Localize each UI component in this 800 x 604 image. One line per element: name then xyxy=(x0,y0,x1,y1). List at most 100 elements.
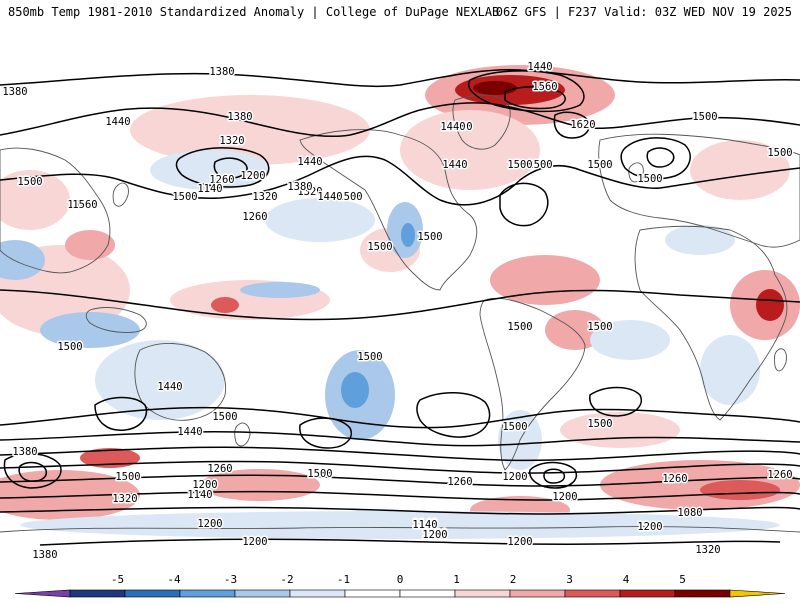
colorbar-legend: -5 -4 -3 -2 -1 0 1 2 3 4 5 xyxy=(0,565,800,600)
contour-label: 1500 xyxy=(307,468,332,480)
contour-pacific-cell xyxy=(416,392,491,438)
contour-north-1500 xyxy=(0,155,800,206)
contour-low-south-atlantic-inner xyxy=(543,468,566,484)
anomaly-cold-south-africa xyxy=(700,335,760,405)
contour-label: 1380 xyxy=(2,86,27,98)
contour-label: 1500 xyxy=(767,147,792,159)
contour-label: 1200 xyxy=(507,536,532,548)
contour-label: 1320 xyxy=(112,493,137,505)
coast-africa xyxy=(634,225,788,421)
anomaly-warm-southern-ocean-west xyxy=(0,470,140,520)
anomaly-warm-central-pacific-core xyxy=(211,297,239,313)
colorbar-swatch xyxy=(69,589,126,598)
contour-label: 1620 xyxy=(570,119,595,131)
contour-label: 1440 xyxy=(442,159,467,171)
coast-greenland xyxy=(452,94,511,150)
anomaly-warm-pacific-south xyxy=(200,469,320,501)
contour-label: 1260 xyxy=(242,211,267,223)
coast-antarctica xyxy=(0,526,800,533)
contour-label: 1560 xyxy=(72,199,97,211)
contour-label: 1200 xyxy=(422,529,447,541)
contour-label: 1140 xyxy=(197,183,222,195)
anomaly-warm-southern-ocean-east-core xyxy=(700,480,780,500)
coast-eurasia xyxy=(598,133,800,248)
contour-label: 1440 xyxy=(527,61,552,73)
anomaly-cold-atlantic xyxy=(590,320,670,360)
contour-label: 1500 xyxy=(502,421,527,433)
map-canvas: 1380 1440 1560 1620 1500 1320 1260 1200 1380 1440… xyxy=(0,40,800,560)
anomaly-warm-atlantic-tropic xyxy=(490,255,600,305)
contour-greenland-high-inner xyxy=(504,86,566,110)
anomaly-cold-siberia xyxy=(0,240,45,280)
contour-label: 1140 xyxy=(187,489,212,501)
coast-australia xyxy=(134,342,227,421)
contour-low-aleutian-inner xyxy=(213,157,248,179)
contour-indian-cell xyxy=(94,396,148,431)
colorbar-swatch xyxy=(564,589,621,598)
contour-label: 1560 xyxy=(67,199,92,211)
contour-label: 1500 xyxy=(357,351,382,363)
anomaly-shading xyxy=(0,65,800,539)
anomaly-cold-australia xyxy=(95,340,225,420)
contour-south-1140 xyxy=(0,506,800,515)
colorbar-swatch xyxy=(509,589,566,598)
contour-label: 1440 xyxy=(317,191,342,203)
contour-label: 1380 xyxy=(287,181,312,193)
contour-label: 1200 xyxy=(552,491,577,503)
contour-label: 1500 xyxy=(367,241,392,253)
contour-label: 1260 xyxy=(767,469,792,481)
contour-label: 1320 xyxy=(297,186,322,198)
anomaly-warm-greenland-peak xyxy=(473,81,517,95)
contour-label: 1200 xyxy=(242,536,267,548)
contour-label: 1500 xyxy=(587,418,612,430)
contour-label: 1500 xyxy=(17,176,42,188)
contour-low-aleutian xyxy=(175,147,270,188)
contour-label: 1440 xyxy=(297,156,322,168)
colorbar-tick-label: 2 xyxy=(510,573,517,586)
colorbar-tick-label: 0 xyxy=(397,573,404,586)
height-contours xyxy=(0,68,800,546)
contour-label: 1500 xyxy=(587,159,612,171)
colorbar-swatch xyxy=(674,589,731,598)
contour-label: 1200 xyxy=(422,528,447,540)
coastlines xyxy=(0,94,800,533)
contour-label: 1440 xyxy=(157,381,182,393)
anomaly-warm-east-africa-core xyxy=(756,289,784,321)
contour-label: 1440 xyxy=(105,116,130,128)
anomaly-cold-north-africa xyxy=(665,225,735,255)
contour-label: 1320 xyxy=(695,544,720,556)
colorbar-tick-label: 3 xyxy=(566,573,573,586)
contour-south-1380 xyxy=(0,446,800,462)
contour-low-south-west xyxy=(3,452,62,489)
contour-greenland-high xyxy=(468,70,585,113)
colorbar-tick-label: -5 xyxy=(111,573,124,586)
contour-label: 1200 xyxy=(240,170,265,182)
colorbar-swatch xyxy=(289,589,346,598)
anomaly-warm-pacific-north xyxy=(130,95,370,165)
anomaly-map: 1380 1440 1560 1620 1500 1320 1260 1200 1380 1440… xyxy=(0,40,800,560)
colorbar-ticks: -5 -4 -3 -2 -1 0 1 2 3 4 5 xyxy=(111,573,686,586)
contour-label: 1080 xyxy=(677,507,702,519)
contour-label: 1560 xyxy=(532,81,557,93)
contour-south-1500 xyxy=(0,406,800,429)
contour-label: 1500 xyxy=(115,471,140,483)
colorbar-tick-label: -1 xyxy=(337,573,350,586)
colorbar-swatch xyxy=(344,589,401,598)
anomaly-warm-south-atlantic xyxy=(560,412,680,448)
colorbar-swatch xyxy=(619,589,676,598)
contour-label: 1260 xyxy=(447,476,472,488)
map-title: 850mb Temp 1981-2010 Standardized Anomal… xyxy=(8,5,500,19)
contour-antarctic-1260 xyxy=(39,538,781,546)
contour-label: 1260 xyxy=(209,174,234,186)
contour-label: 1380 xyxy=(447,121,472,133)
contour-label: 1380 xyxy=(32,549,57,560)
model-run-info: 06Z GFS | F237 Valid: 03Z WED NOV 19 202… xyxy=(495,5,792,19)
colorbar-tick-label: 5 xyxy=(679,573,686,586)
contour-label: 1500 xyxy=(417,231,442,243)
contour-label: 1500 xyxy=(172,191,197,203)
colorbar-tick-label: 4 xyxy=(623,573,630,586)
coast-south-america xyxy=(479,297,586,471)
colorbar-tick-label: -3 xyxy=(224,573,237,586)
contour-label: 1140 xyxy=(412,518,437,530)
anomaly-warm-southern-ocean-west-core xyxy=(80,448,140,468)
